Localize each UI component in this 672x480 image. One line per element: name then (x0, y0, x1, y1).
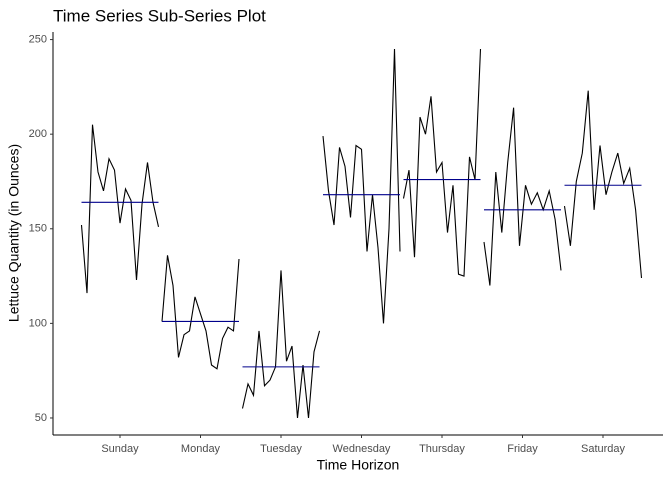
subseries-line (241, 270, 321, 419)
x-tick-label: Thursday (419, 443, 465, 455)
subseries-line (483, 107, 562, 286)
y-tick-label: 250 (29, 33, 47, 45)
x-tick-label: Friday (507, 443, 538, 455)
x-axis-title: Time Horizon (317, 457, 400, 473)
y-tick-label: 200 (29, 128, 47, 140)
y-tick-label: 150 (29, 223, 47, 235)
x-tick-label: Saturday (581, 443, 626, 455)
x-tick-label: Tuesday (260, 443, 302, 455)
x-tick-label: Monday (181, 443, 221, 455)
y-axis-title: Lettuce Quantity (in Ounces) (6, 144, 22, 322)
y-tick-label: 50 (35, 412, 47, 424)
subseries-line (322, 48, 401, 324)
chart-title: Time Series Sub-Series Plot (53, 6, 266, 25)
subseries-line (563, 90, 643, 279)
x-tick-label: Wednesday (333, 443, 391, 455)
x-tick-label: Sunday (101, 443, 139, 455)
subseries-line (402, 48, 482, 277)
subseries-line (80, 124, 160, 294)
subseries-line (161, 255, 240, 370)
y-tick-label: 100 (29, 317, 47, 329)
